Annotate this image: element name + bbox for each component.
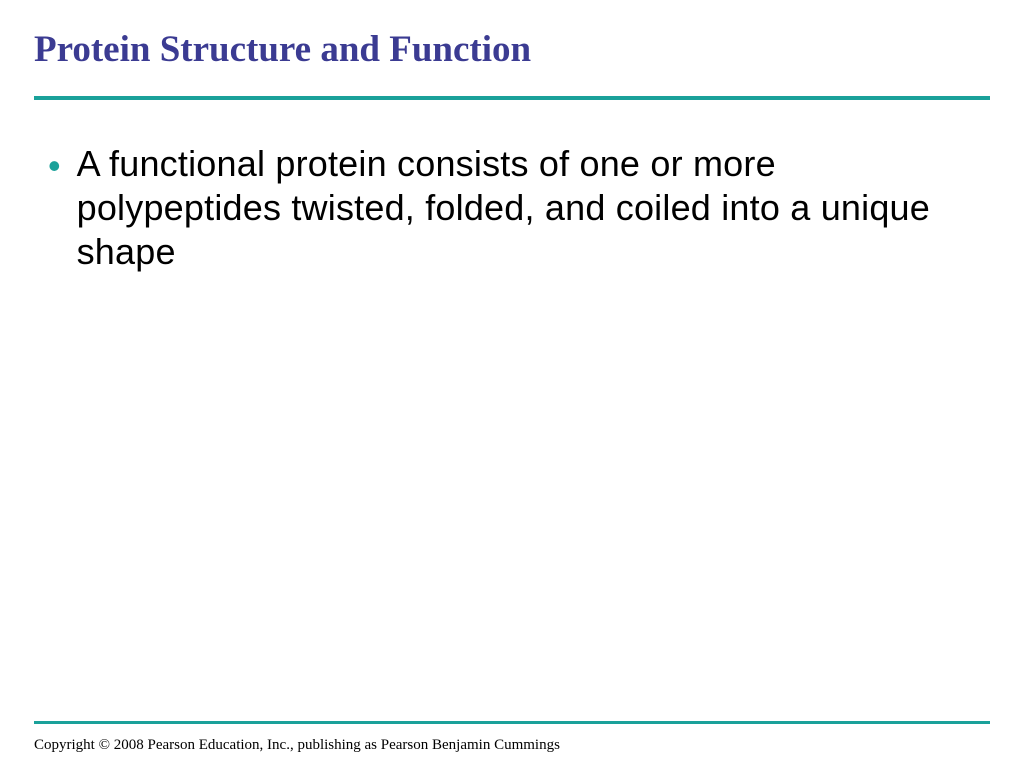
slide: Protein Structure and Function • A funct… (0, 0, 1024, 768)
slide-body: • A functional protein consists of one o… (48, 142, 968, 274)
bullet-marker-icon: • (48, 144, 61, 188)
bullet-item: • A functional protein consists of one o… (48, 142, 968, 274)
copyright-text: Copyright © 2008 Pearson Education, Inc.… (34, 737, 560, 754)
divider-bottom (34, 721, 990, 724)
bullet-text: A functional protein consists of one or … (77, 142, 968, 274)
slide-title: Protein Structure and Function (34, 28, 531, 71)
divider-top (34, 96, 990, 100)
